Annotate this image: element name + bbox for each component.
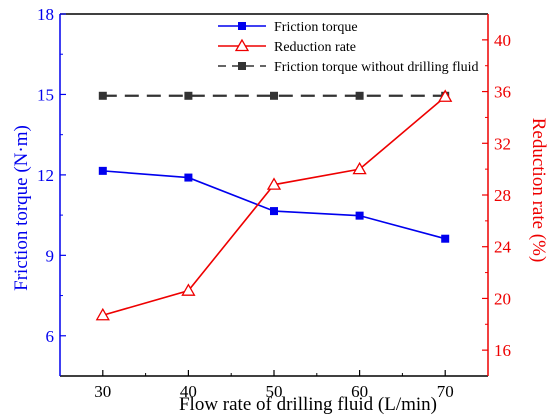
data-point-reduction-rate (181, 283, 196, 296)
left-y-tick-label: 6 (46, 327, 55, 346)
legend-marker-friction-torque (238, 22, 246, 30)
data-point-reduction-rate (438, 89, 453, 102)
x-tick-label: 40 (180, 382, 197, 401)
right-y-tick-label: 16 (494, 341, 511, 360)
legend-marker-reduction-rate (234, 38, 250, 52)
left-y-axis-label: Friction torque (N·m) (11, 125, 32, 291)
right-y-tick-label: 28 (494, 186, 511, 205)
data-point-friction-torque-without-drilling-fluid (270, 91, 278, 100)
data-point-friction-torque (184, 173, 193, 182)
data-point-friction-torque (98, 166, 107, 175)
legend-label-reduction-rate: Reduction rate (274, 40, 356, 55)
left-y-tick-label: 9 (46, 246, 55, 265)
x-tick-label: 60 (351, 382, 368, 401)
axes: 30 40 50 60 70 6 9 12 15 18 16 20 24 28 32 36 40 (37, 5, 512, 401)
x-tick-label: 50 (266, 382, 283, 401)
right-y-tick-label: 20 (494, 289, 511, 308)
left-y-tick-label: 15 (37, 85, 54, 104)
legend-marker-friction-torque-without-drilling-fluid (238, 62, 246, 70)
data-point-friction-torque (270, 207, 278, 216)
data-point-friction-torque (441, 234, 450, 243)
series-layer (95, 89, 453, 321)
right-y-tick-label: 36 (494, 83, 511, 102)
legend-label-friction-torque: Friction torque (274, 20, 358, 35)
series-line-reduction-rate (102, 96, 446, 317)
right-y-tick-label: 40 (494, 31, 511, 50)
legend-label-friction-torque-without-drilling-fluid: Friction torque without drilling fluid (274, 60, 479, 75)
data-point-reduction-rate (352, 161, 367, 175)
data-point-reduction-rate (95, 307, 110, 321)
data-point-reduction-rate (266, 177, 282, 190)
left-y-tick-label: 12 (37, 166, 54, 185)
left-y-tick-label: 18 (37, 5, 54, 24)
right-y-tick-label: 32 (494, 134, 511, 153)
right-y-tick-label: 24 (494, 238, 512, 257)
data-point-friction-torque (355, 211, 364, 220)
legend: Friction torque Reduction rate Friction to… (218, 20, 479, 75)
data-point-friction-torque-without-drilling-fluid (98, 91, 107, 100)
x-axis-label: Flow rate of drilling fluid (L/min) (179, 394, 437, 415)
right-y-axis-label: Reduction rate (%) (528, 118, 549, 263)
data-point-friction-torque-without-drilling-fluid (355, 91, 364, 100)
x-tick-label: 70 (437, 382, 454, 401)
data-point-friction-torque-without-drilling-fluid (184, 91, 193, 100)
x-tick-label: 30 (94, 382, 111, 401)
